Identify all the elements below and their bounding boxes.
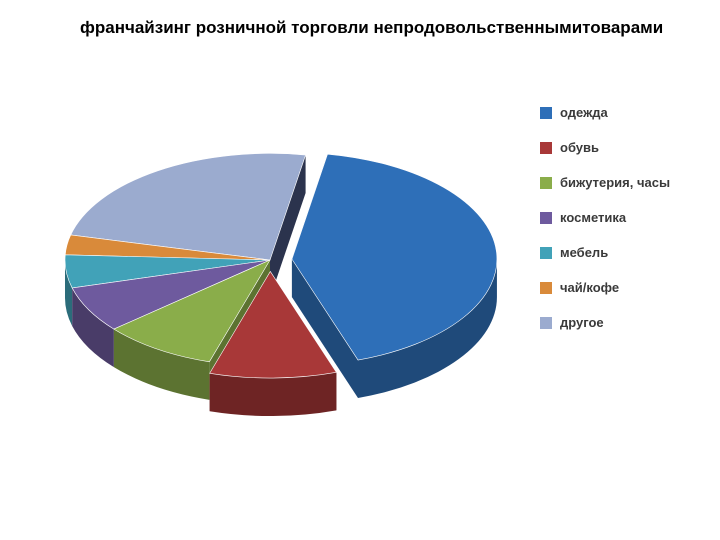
legend-swatch <box>540 317 552 329</box>
legend-item: мебель <box>540 245 690 260</box>
legend-item: обувь <box>540 140 690 155</box>
legend-swatch <box>540 177 552 189</box>
legend-label: мебель <box>560 245 608 260</box>
chart-container: франчайзинг розничной торговли непродово… <box>0 0 720 540</box>
legend-item: другое <box>540 315 690 330</box>
legend-label: косметика <box>560 210 626 225</box>
legend-label: бижутерия, часы <box>560 175 670 190</box>
pie-chart <box>30 70 510 490</box>
legend-label: обувь <box>560 140 599 155</box>
chart-title: франчайзинг розничной торговли непродово… <box>80 18 663 38</box>
legend-swatch <box>540 107 552 119</box>
legend-item: чай/кофе <box>540 280 690 295</box>
legend-swatch <box>540 282 552 294</box>
legend-label: чай/кофе <box>560 280 619 295</box>
legend-label: другое <box>560 315 604 330</box>
legend-item: бижутерия, часы <box>540 175 690 190</box>
legend-swatch <box>540 142 552 154</box>
legend-item: косметика <box>540 210 690 225</box>
legend-label: одежда <box>560 105 608 120</box>
chart-legend: одежда обувь бижутерия, часы косметика мебел… <box>540 105 690 350</box>
legend-item: одежда <box>540 105 690 120</box>
legend-swatch <box>540 247 552 259</box>
legend-swatch <box>540 212 552 224</box>
